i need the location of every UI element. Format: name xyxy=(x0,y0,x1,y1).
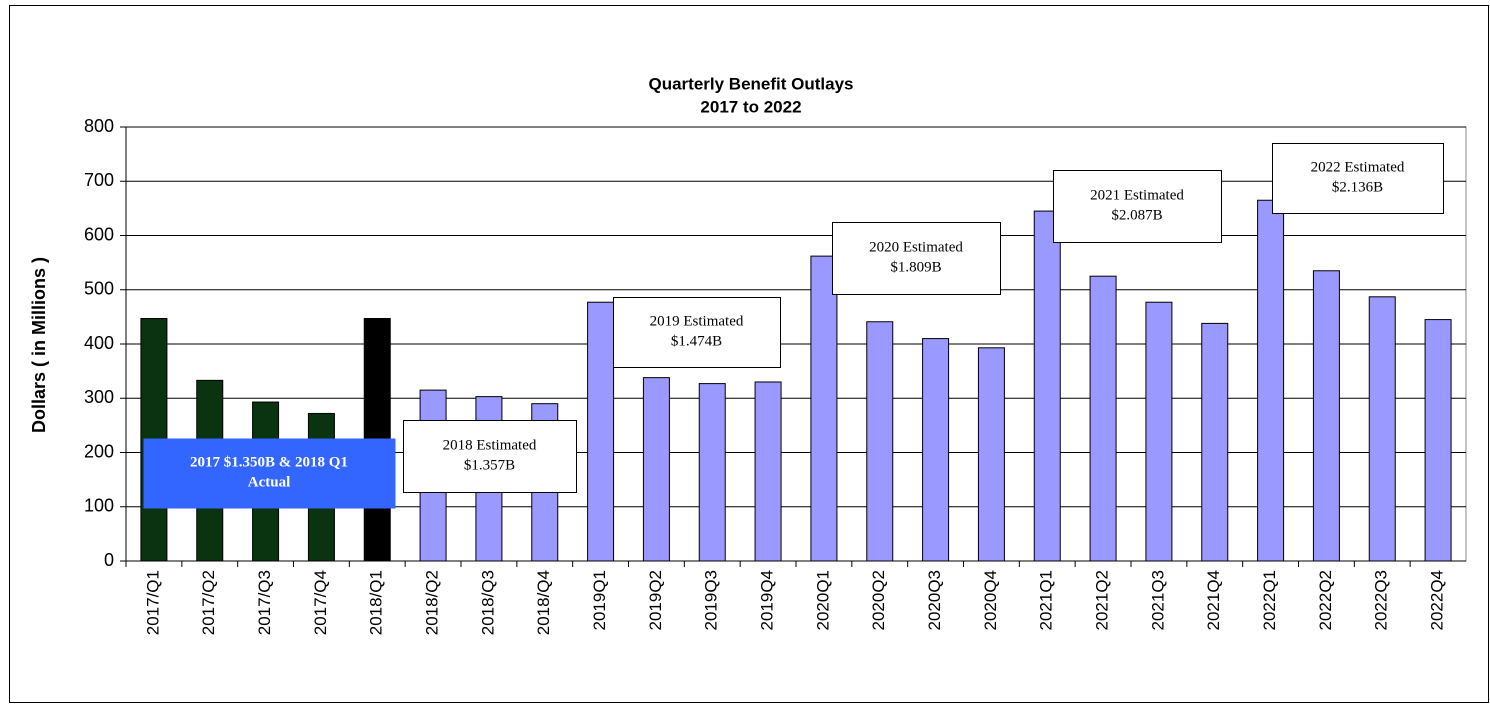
annotation-text: Actual xyxy=(248,474,291,490)
y-axis-label: Dollars ( in Millions ) xyxy=(29,257,49,433)
annotation-box xyxy=(403,420,577,493)
x-tick-label: 2017/Q1 xyxy=(143,570,162,635)
x-tick-label: 2017/Q4 xyxy=(311,570,330,635)
x-tick-label: 2022Q2 xyxy=(1316,570,1335,631)
y-tick-label: 300 xyxy=(84,387,114,407)
y-tick-label: 100 xyxy=(84,496,114,516)
bar xyxy=(1033,210,1061,562)
y-tick-label: 500 xyxy=(84,279,114,299)
y-tick-label: 600 xyxy=(84,224,114,244)
x-tick-label: 2022Q1 xyxy=(1260,570,1279,631)
y-tick-label: 400 xyxy=(84,333,114,353)
annotation-text: $1.474B xyxy=(671,333,722,349)
bar xyxy=(977,347,1005,562)
annotation-box xyxy=(832,222,1001,295)
annotation-text: $2.087B xyxy=(1111,207,1162,223)
annotation-text: 2017 $1.350B & 2018 Q1 xyxy=(190,454,348,470)
x-tick-label: 2018/Q2 xyxy=(423,570,442,635)
annotation-box xyxy=(1053,170,1222,243)
x-tick-label: 2022Q3 xyxy=(1372,570,1391,631)
annotation-box xyxy=(143,438,396,509)
x-tick-label: 2017/Q3 xyxy=(255,570,274,635)
x-tick-label: 2017/Q2 xyxy=(199,570,218,635)
x-tick-label: 2019Q1 xyxy=(590,570,609,631)
annotation-text: 2021 Estimated xyxy=(1090,187,1184,203)
x-tick-label: 2022Q4 xyxy=(1428,570,1447,631)
annotation-box xyxy=(613,297,781,368)
bar xyxy=(642,377,670,562)
x-tick-label: 2020Q1 xyxy=(813,570,832,631)
annotation-text: 2019 Estimated xyxy=(650,313,744,329)
x-tick-label: 2018/Q4 xyxy=(534,570,553,635)
annotation-text: $2.136B xyxy=(1332,179,1383,195)
x-tick-label: 2020Q2 xyxy=(869,570,888,631)
annotation-text: 2020 Estimated xyxy=(869,239,963,255)
annotation-text: 2022 Estimated xyxy=(1311,159,1405,175)
chart-subtitle: 2017 to 2022 xyxy=(700,97,801,116)
x-tick-label: 2020Q3 xyxy=(925,570,944,631)
bar xyxy=(1201,322,1229,562)
bar xyxy=(1424,319,1452,562)
x-tick-label: 2021Q3 xyxy=(1148,570,1167,631)
x-tick-label: 2021Q4 xyxy=(1204,570,1223,631)
bar xyxy=(1257,199,1285,562)
x-tick-label: 2019Q4 xyxy=(758,570,777,631)
bar xyxy=(1312,270,1340,562)
bar xyxy=(1089,275,1117,562)
x-tick-label: 2019Q3 xyxy=(702,570,721,631)
bar xyxy=(1145,301,1173,562)
annotation-text: $1.357B xyxy=(464,457,515,473)
bar xyxy=(922,338,950,562)
y-tick-label: 700 xyxy=(84,170,114,190)
x-tick-label: 2020Q4 xyxy=(981,570,1000,631)
y-tick-label: 0 xyxy=(104,550,114,570)
x-tick-label: 2019Q2 xyxy=(646,570,665,631)
bar xyxy=(754,381,782,562)
bar xyxy=(866,321,894,562)
bar xyxy=(810,255,838,562)
chart-title: Quarterly Benefit Outlays xyxy=(648,74,853,93)
bar xyxy=(587,301,615,562)
annotation-box xyxy=(1272,143,1444,214)
bar xyxy=(698,383,726,562)
x-tick-label: 2021Q1 xyxy=(1037,570,1056,631)
x-tick-label: 2021Q2 xyxy=(1093,570,1112,631)
y-tick-label: 200 xyxy=(84,441,114,461)
annotation-text: $1.809B xyxy=(890,259,941,275)
x-tick-label: 2018/Q1 xyxy=(367,570,386,635)
bar xyxy=(1368,296,1396,562)
annotation-text: 2018 Estimated xyxy=(443,437,537,453)
y-tick-label: 800 xyxy=(84,116,114,136)
x-tick-label: 2018/Q3 xyxy=(478,570,497,635)
